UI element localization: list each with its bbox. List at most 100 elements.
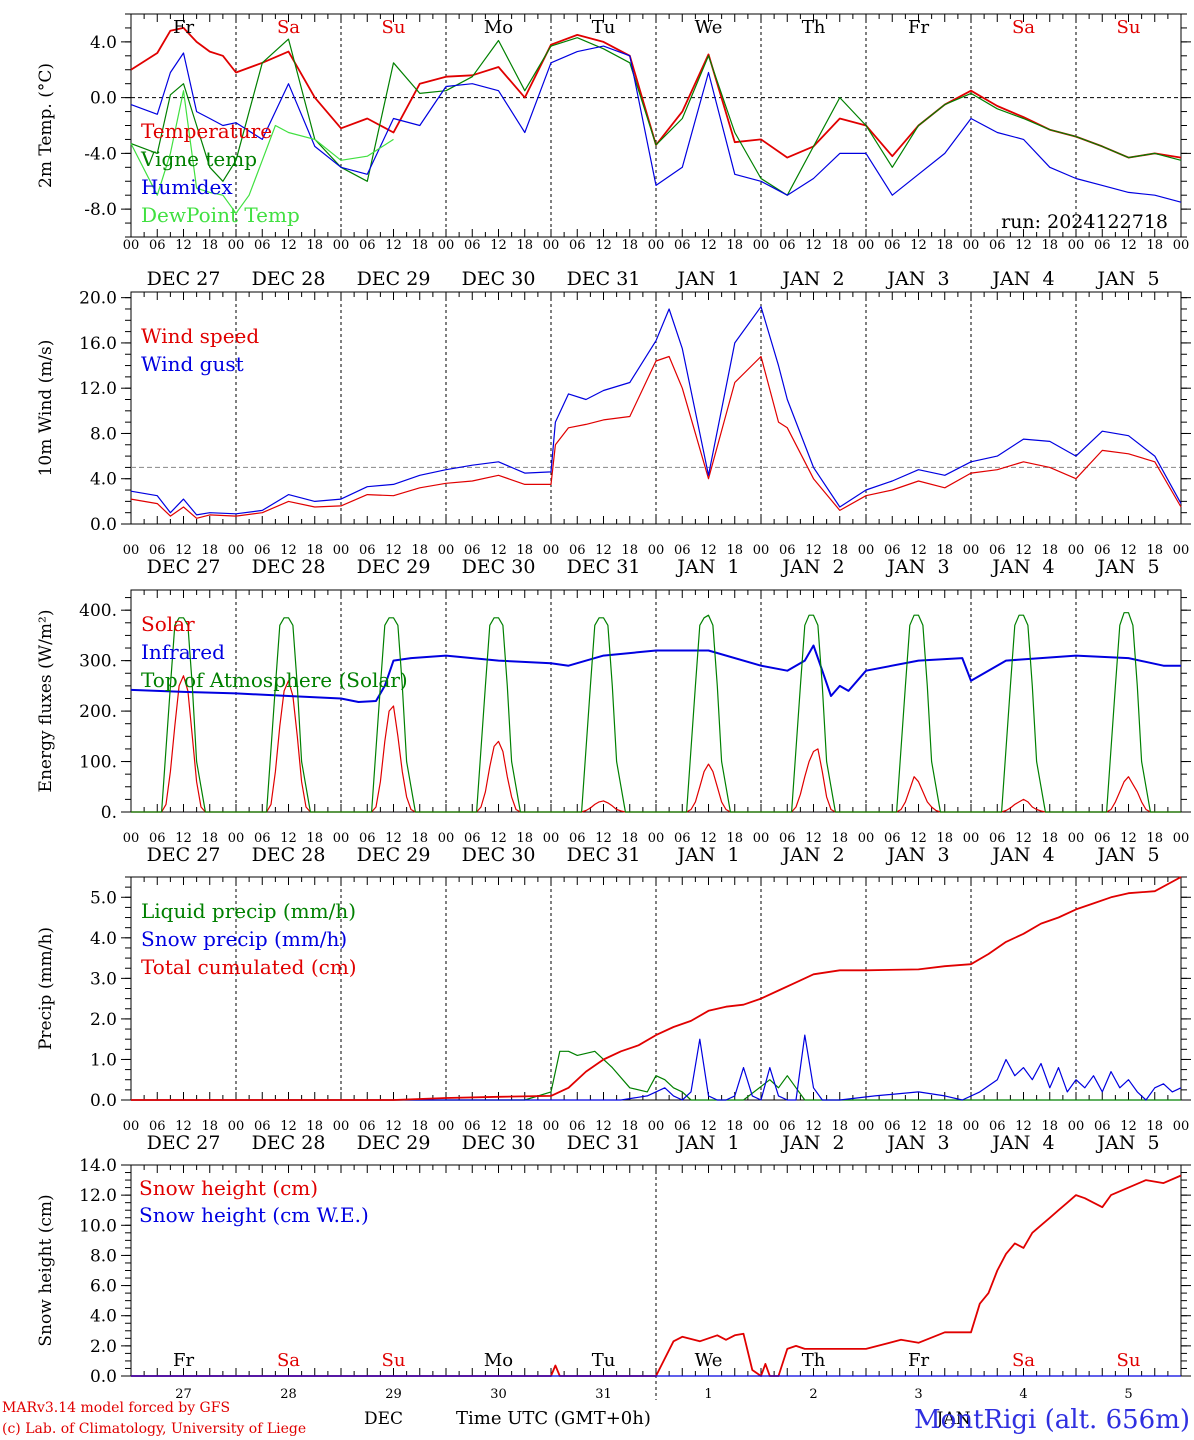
footer: MARv3.14 model forced by GFS (c) Lab. of…	[2, 1400, 1190, 1437]
hour-tick-label: 06	[674, 238, 691, 253]
series-line-0	[130, 355, 1182, 519]
hour-tick-label: 06	[149, 238, 166, 253]
y-axis-label: 2m Temp. (°C)	[36, 63, 56, 188]
hour-tick-label: 18	[201, 543, 218, 558]
hour-tick-label: 00	[648, 543, 665, 558]
hour-tick-label: 06	[254, 238, 271, 253]
date-label: DEC 30	[462, 1132, 536, 1154]
hour-tick-label: 00	[123, 1119, 140, 1134]
day-label: Sa	[1012, 17, 1035, 38]
y-tick-label: 4.0	[90, 929, 117, 949]
hour-tick-label: 12	[1015, 1119, 1032, 1134]
hour-tick-label: 00	[1173, 238, 1190, 253]
day-label: We	[695, 1350, 723, 1371]
series-line-3	[130, 90, 394, 214]
hour-tick-label: 12	[595, 238, 612, 253]
date-label: DEC 27	[147, 844, 221, 866]
hour-tick-label: 06	[674, 1119, 691, 1134]
hour-tick-label: 00	[1068, 1119, 1085, 1134]
y-tick-label: -8.0	[84, 200, 117, 220]
hour-tick-label: 18	[1146, 238, 1163, 253]
y-tick-label: 400.	[79, 601, 117, 621]
hour-tick-label: 06	[674, 543, 691, 558]
day-label: We	[695, 17, 723, 38]
series-line-0	[130, 26, 1182, 159]
hour-tick-label: 18	[726, 1119, 743, 1134]
date-label: JAN 4	[990, 844, 1054, 866]
day-label: Th	[802, 1350, 826, 1371]
hour-tick-label: 00	[858, 238, 875, 253]
x-axis-label: Time UTC (GMT+0h)	[456, 1408, 651, 1429]
date-label: JAN 3	[885, 844, 949, 866]
date-label: DEC 30	[462, 268, 536, 290]
hour-tick-label: 12	[1120, 1119, 1137, 1134]
hour-tick-label: 18	[621, 831, 638, 846]
date-label: DEC 29	[357, 556, 431, 578]
legend-entry: Total cumulated (cm)	[141, 955, 357, 979]
hour-tick-label: 00	[333, 543, 350, 558]
hour-tick-label: 06	[569, 1119, 586, 1134]
hour-tick-label: 12	[385, 831, 402, 846]
y-tick-label: 200.	[79, 702, 117, 722]
day-label: Sa	[277, 17, 300, 38]
date-label: JAN 1	[675, 844, 739, 866]
hour-tick-label: 18	[201, 238, 218, 253]
hour-tick-label: 12	[910, 831, 927, 846]
legend-entry: Infrared	[141, 640, 225, 664]
hour-tick-label: 18	[936, 831, 953, 846]
hour-tick-label: 18	[516, 238, 533, 253]
series-line-1	[130, 644, 1181, 703]
hour-tick-label: 18	[411, 1119, 428, 1134]
y-tick-label: 0.	[101, 803, 117, 823]
date-label: DEC 30	[462, 844, 536, 866]
y-tick-label: 4.0	[90, 1307, 117, 1327]
date-label: JAN 5	[1095, 268, 1159, 290]
month-label: DEC	[364, 1409, 403, 1429]
hour-tick-label: 18	[306, 238, 323, 253]
legend-entry: DewPoint Temp	[141, 203, 300, 227]
series-line-1	[130, 306, 1182, 516]
hour-tick-label: 12	[595, 831, 612, 846]
date-label: JAN 3	[885, 1132, 949, 1154]
hour-tick-label: 18	[726, 238, 743, 253]
day-label: Su	[1117, 17, 1141, 38]
y-tick-label: 300.	[79, 652, 117, 672]
hour-tick-label: 18	[831, 831, 848, 846]
day-label: Tu	[592, 17, 616, 38]
hour-tick-label: 12	[805, 831, 822, 846]
series-line-2	[131, 876, 1182, 1101]
day-number: 1	[704, 1387, 712, 1402]
date-label: DEC 27	[147, 1132, 221, 1154]
hour-tick-label: 12	[595, 543, 612, 558]
hour-tick-label: 06	[1094, 238, 1111, 253]
hour-tick-label: 00	[228, 1119, 245, 1134]
y-tick-label: 6.0	[90, 1277, 117, 1297]
hour-tick-label: 12	[805, 1119, 822, 1134]
day-label: Sa	[1012, 1350, 1035, 1371]
hour-tick-label: 00	[228, 831, 245, 846]
hour-tick-label: 12	[490, 1119, 507, 1134]
day-number: 2	[809, 1387, 817, 1402]
y-tick-label: 4.0	[90, 33, 117, 53]
location-label: MontRigi (alt. 656m)	[914, 1405, 1190, 1435]
day-label: Su	[382, 1350, 406, 1371]
hour-tick-label: 00	[438, 238, 455, 253]
date-label: JAN 2	[780, 268, 844, 290]
hour-tick-label: 00	[648, 1119, 665, 1134]
date-label: DEC 31	[567, 1132, 641, 1154]
series-line-0	[131, 1174, 1182, 1377]
date-label: DEC 31	[567, 268, 641, 290]
panel-1: 4.0 0.0 -4.0 -8.0 2m Temp. (°C) Temperature Vi…	[36, 13, 1191, 290]
hour-tick-label: 06	[884, 1119, 901, 1134]
legend-entry: Wind speed	[141, 324, 259, 348]
hour-tick-label: 00	[438, 831, 455, 846]
hour-tick-label: 06	[989, 831, 1006, 846]
y-axis-label: Precip (mm/h)	[36, 927, 56, 1050]
hour-tick-label: 18	[411, 543, 428, 558]
day-number: 3	[914, 1387, 922, 1402]
day-label: Fr	[908, 1350, 929, 1371]
hour-tick-label: 06	[464, 543, 481, 558]
hour-tick-label: 06	[779, 1119, 796, 1134]
hour-tick-label: 18	[1146, 543, 1163, 558]
hour-tick-label: 06	[884, 238, 901, 253]
